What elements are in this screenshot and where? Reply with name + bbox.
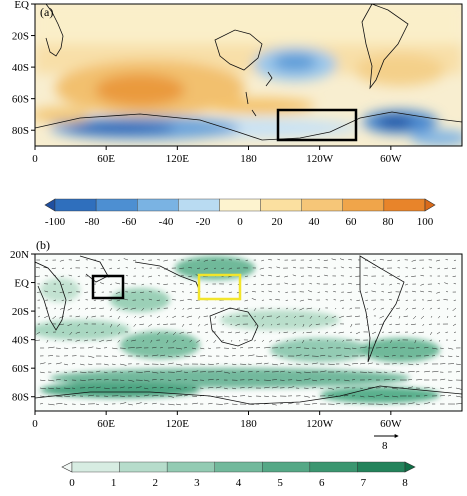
colorbar-a-swatch (219, 199, 260, 211)
colorbar-a-swatch (55, 199, 96, 211)
colorbar-a-arrow-left (45, 199, 55, 211)
colorbar-b-tick-label: 7 (361, 477, 367, 489)
colorbar-b-tick-label: 1 (111, 477, 117, 489)
colorbar-b-arrow-right (405, 462, 415, 472)
colorbar-a-swatch (137, 199, 178, 211)
colorbar-a-swatch (261, 199, 302, 211)
panel-a: (a) EQ 20S 40S 60S 80S 0 60E 120E 180 120W 60W (12, 0, 467, 165)
panel-b-x-ticks: 0 60E 120E 180 120W 60W (32, 411, 402, 430)
panel-a-y-tick-label: 40S (12, 62, 29, 74)
colorbar-b-tick-label: 5 (277, 477, 283, 489)
colorbar-a-swatch (343, 199, 384, 211)
panel-b-x-tick-label: 120E (166, 418, 190, 430)
colorbar-a-tick-label: 100 (417, 216, 434, 228)
colorbar-b-tick-label: 4 (236, 477, 242, 489)
colorbar-a-tick-label: -100 (45, 216, 66, 228)
reference-vector: 8 (374, 436, 398, 452)
panel-a-y-tick-label: 60S (12, 94, 29, 106)
panel-a-x-ticks: 0 60E 120E 180 120W 60W (32, 146, 402, 165)
colorbar-a-swatch (384, 199, 425, 211)
colorbar-b-swatch (120, 462, 168, 472)
panel-a-y-tick-label: EQ (14, 0, 29, 11)
panel-a-label: (a) (40, 5, 53, 19)
panel-a-x-tick-label: 60E (97, 153, 115, 165)
colorbar-a-tick-label: 80 (383, 216, 395, 228)
colorbar-b-arrow-left (62, 462, 72, 472)
colorbar-b-swatch (357, 462, 405, 472)
colorbar-b-swatch (310, 462, 358, 472)
colorbar-a-tick-label: -80 (85, 216, 100, 228)
panel-a-x-tick-label: 120E (166, 153, 190, 165)
colorbar-a-tick-label: -40 (159, 216, 174, 228)
colorbar-a-tick-label: 40 (309, 216, 321, 228)
colorbar-b-tick-label: 3 (194, 477, 200, 489)
panel-b-x-tick-label: 60E (97, 418, 115, 430)
panel-a-x-tick-label: 180 (240, 153, 257, 165)
panel-b-y-tick-label: 20S (12, 306, 29, 318)
colorbar-b-tick-label: 0 (69, 477, 75, 489)
colorbar-b-tick-label: 8 (402, 477, 408, 489)
colorbar-a-tick-label: 0 (237, 216, 243, 228)
colorbar-a-tick-label: 20 (272, 216, 284, 228)
panel-a-y-tick-label: 80S (12, 125, 29, 137)
panel-b-x-tick-label: 60W (380, 418, 402, 430)
panel-b-y-tick-label: EQ (14, 278, 29, 290)
panel-b-y-tick-label: 60S (12, 363, 29, 375)
colorbar-b-tick-label: 2 (153, 477, 159, 489)
colorbar-b-swatch (262, 462, 310, 472)
colorbar-a-swatch (96, 199, 137, 211)
panel-b-y-tick-label: 80S (12, 392, 29, 404)
panel-a-field (30, 4, 467, 146)
colorbar-b-swatch (167, 462, 215, 472)
panel-a-x-tick-label: 60W (380, 153, 402, 165)
panel-b: (b) 20N EQ 20S 40S 60S 80S 0 60E 120E 180 120W 60W… (10, 238, 463, 452)
panel-b-y-ticks: 20N EQ 20S 40S 60S 80S (10, 249, 35, 404)
panel-b-x-tick-label: 120W (306, 418, 334, 430)
colorbar-a-arrow-right (425, 199, 435, 211)
panel-b-x-tick-label: 180 (240, 418, 257, 430)
reference-vector-label: 8 (382, 440, 388, 452)
colorbar-a-tick-label: -60 (122, 216, 137, 228)
colorbar-a-swatch (178, 199, 219, 211)
panel-b-y-tick-label: 40S (12, 335, 29, 347)
panel-b-x-tick-label: 0 (32, 418, 38, 430)
colorbar-a-swatch (302, 199, 343, 211)
panel-b-field (30, 254, 463, 411)
colorbar-a-tick-label: 60 (346, 216, 358, 228)
colorbar-b-tick-label: 6 (319, 477, 325, 489)
panel-a-x-tick-label: 0 (32, 153, 38, 165)
panel-a-y-tick-label: 20S (12, 31, 29, 43)
panel-b-label: (b) (36, 238, 50, 252)
panel-a-y-ticks: EQ 20S 40S 60S 80S (12, 0, 35, 137)
panel-a-x-tick-label: 120W (306, 153, 334, 165)
colorbar-a-tick-label: -20 (196, 216, 211, 228)
colorbar-b: 0 1 2 3 4 5 6 7 8 (62, 462, 415, 489)
colorbar-a: -100 -80 -60 -40 -20 0 20 40 60 80 100 (45, 199, 435, 228)
colorbar-b-swatch (72, 462, 120, 472)
colorbar-b-swatch (215, 462, 263, 472)
panel-b-y-tick-label: 20N (10, 249, 29, 261)
